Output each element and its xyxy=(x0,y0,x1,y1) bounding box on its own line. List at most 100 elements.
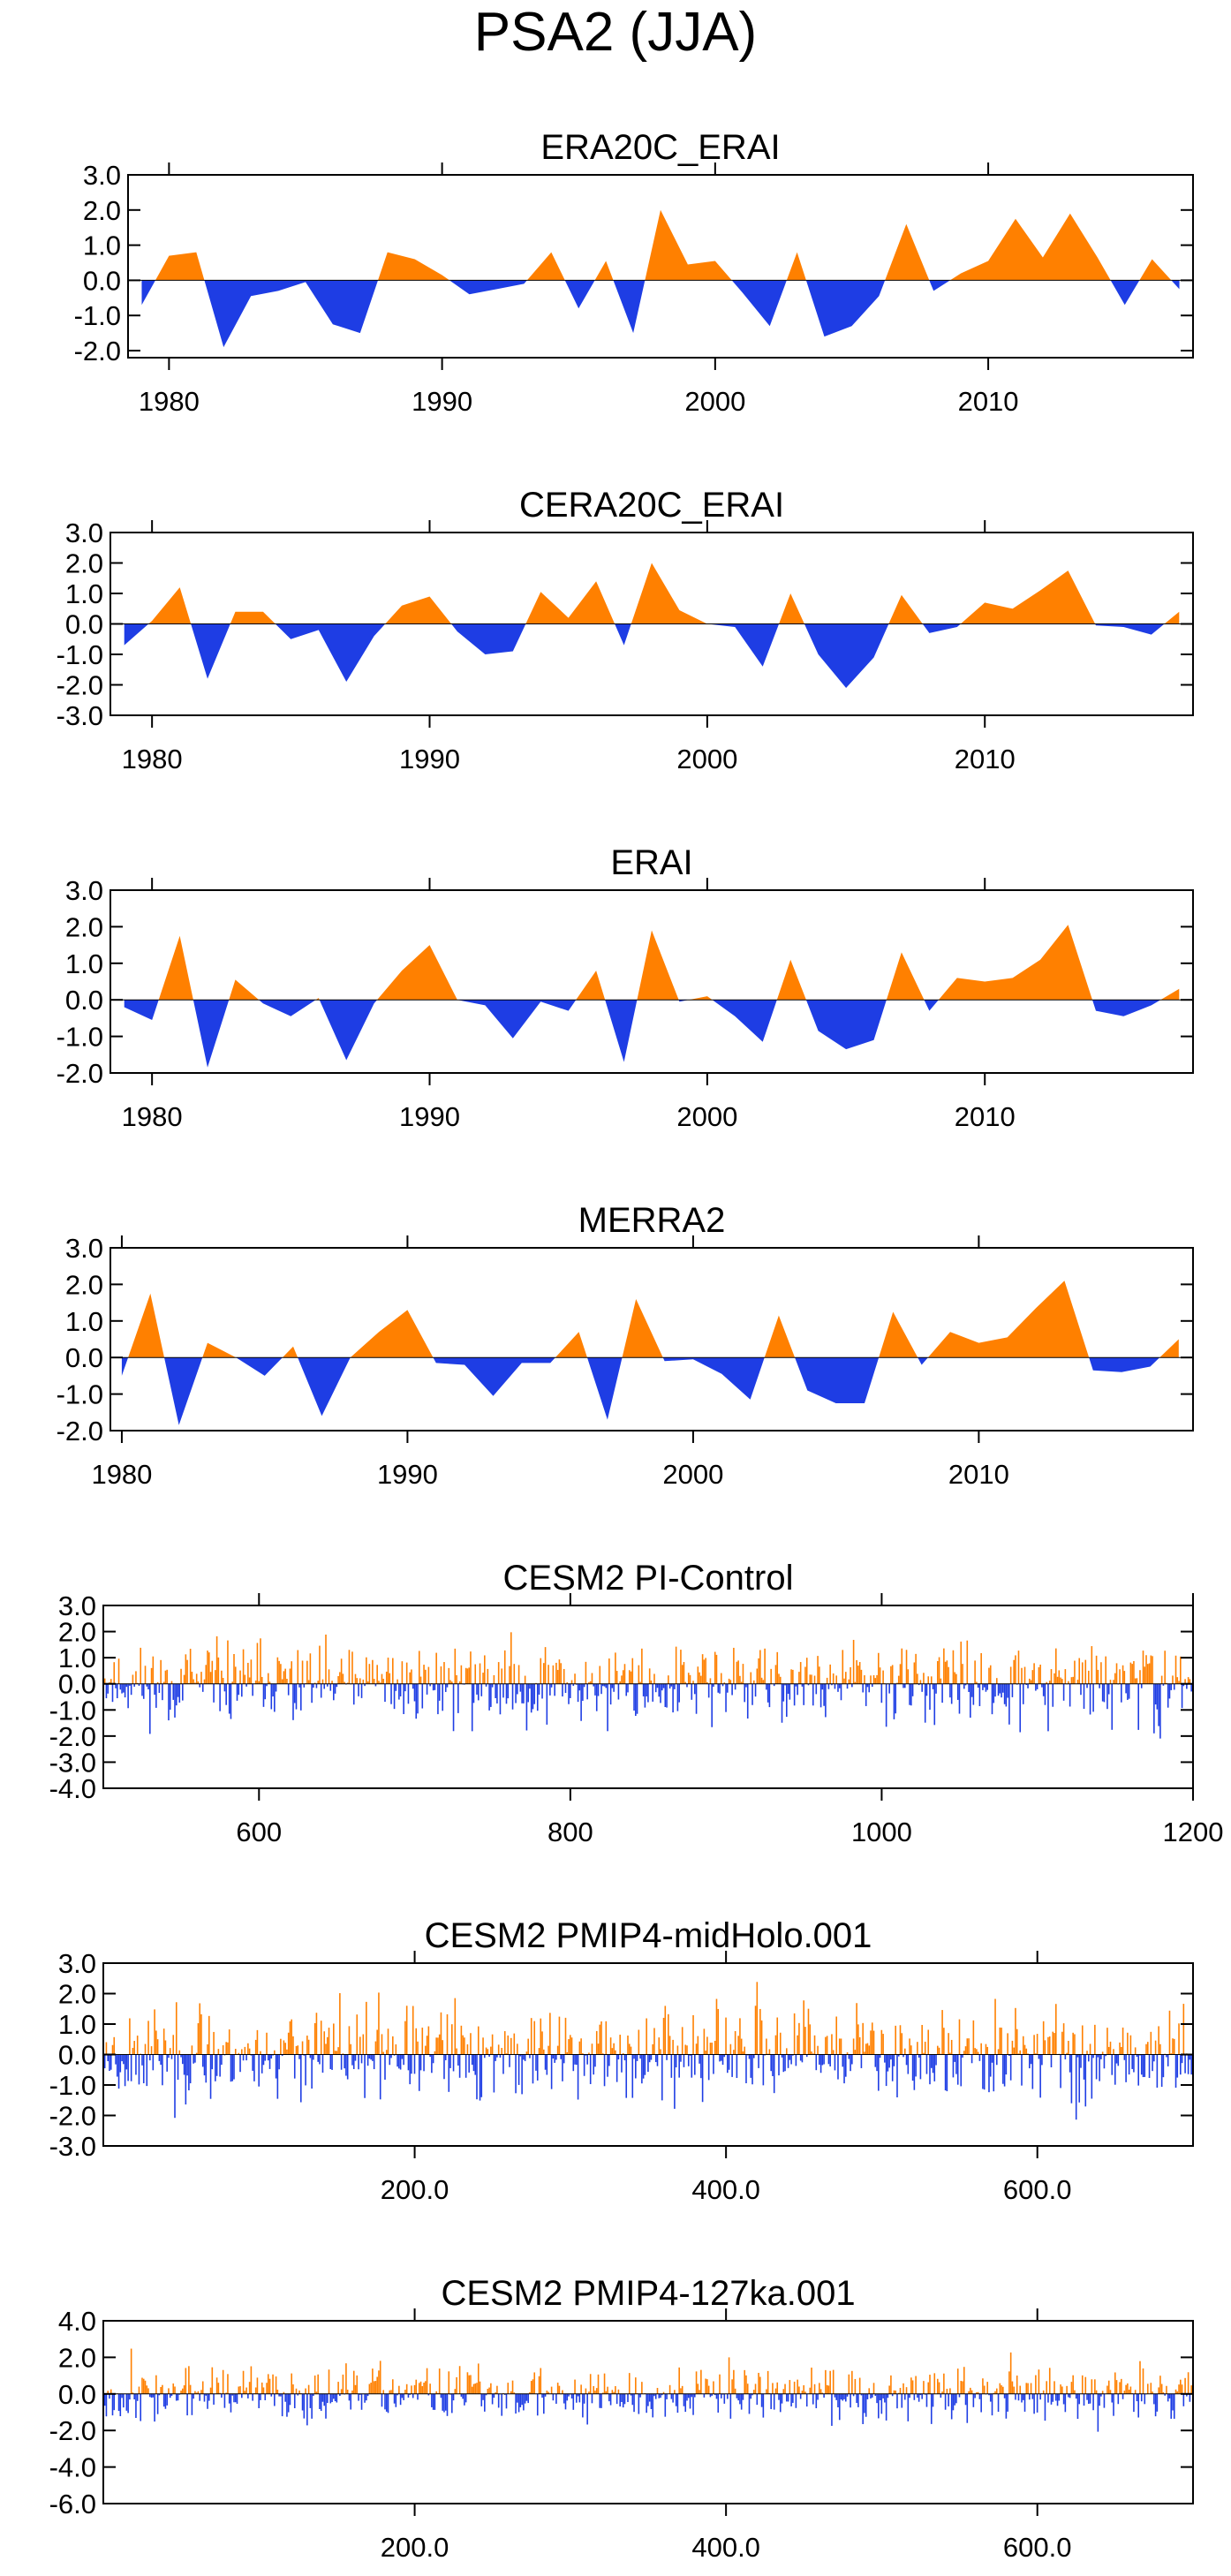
bar xyxy=(980,2043,982,2055)
bar xyxy=(773,1683,775,1687)
bar xyxy=(432,2393,434,2410)
bar xyxy=(580,2038,582,2055)
bar xyxy=(933,1683,936,1726)
bar xyxy=(746,1683,749,1719)
bar xyxy=(320,2021,322,2055)
bar xyxy=(448,2054,450,2092)
bar xyxy=(578,2041,581,2055)
bar xyxy=(392,2036,394,2055)
bar xyxy=(558,2016,561,2055)
bar xyxy=(466,1668,469,1684)
bar xyxy=(523,2054,525,2060)
bar xyxy=(668,2384,671,2394)
bar xyxy=(203,1679,206,1684)
bar xyxy=(1005,2054,1008,2075)
bar xyxy=(613,1683,615,1692)
bar xyxy=(105,2393,108,2417)
bar xyxy=(715,1654,718,1684)
bar xyxy=(1003,2393,1006,2398)
bar xyxy=(1005,2393,1008,2419)
bar xyxy=(774,2035,777,2055)
bar xyxy=(999,1683,1001,1694)
bar xyxy=(848,2374,850,2394)
bar xyxy=(725,2017,727,2055)
bar xyxy=(804,1666,806,1684)
bar xyxy=(524,1675,526,1684)
bar xyxy=(132,2392,134,2394)
bar xyxy=(462,2393,464,2399)
bar xyxy=(1142,2054,1144,2078)
bar xyxy=(962,2381,963,2394)
bar xyxy=(1069,2054,1071,2073)
bar xyxy=(1187,1677,1189,1684)
bar xyxy=(1119,2382,1121,2394)
bar xyxy=(432,1683,434,1691)
bar xyxy=(511,2380,514,2394)
bar xyxy=(270,2054,273,2059)
bar xyxy=(843,1678,845,1684)
bar xyxy=(941,1683,943,1703)
bar xyxy=(913,2054,916,2090)
bar xyxy=(227,1640,229,1684)
chart-title: CERA20C_ERAI xyxy=(519,486,784,525)
chart-title: CESM2 PMIP4-127ka.001 xyxy=(441,2274,855,2313)
bar xyxy=(968,2391,970,2394)
bar xyxy=(734,2388,736,2394)
bar xyxy=(766,2389,767,2394)
bar xyxy=(293,2393,296,2409)
bar xyxy=(340,1658,343,1684)
bar xyxy=(930,2054,933,2068)
y-tick-label: 4.0 xyxy=(58,2306,96,2337)
bar xyxy=(1142,2368,1144,2394)
bar xyxy=(326,1683,329,1687)
bar xyxy=(1152,1656,1153,1684)
bar xyxy=(141,2377,143,2394)
bar xyxy=(617,2054,620,2060)
bar xyxy=(774,2388,777,2394)
bar xyxy=(233,2054,235,2080)
bar xyxy=(155,2030,157,2055)
bar xyxy=(189,2054,192,2084)
bar xyxy=(899,2387,902,2394)
bar xyxy=(1180,1656,1182,1684)
bar xyxy=(399,2393,402,2406)
bar xyxy=(175,2002,177,2055)
bar xyxy=(149,2054,151,2061)
bar xyxy=(180,2391,182,2394)
bar xyxy=(275,2054,277,2079)
bar xyxy=(854,1681,857,1684)
bar xyxy=(564,2393,567,2410)
bar xyxy=(752,1680,755,1684)
bar xyxy=(315,2391,318,2394)
bar xyxy=(496,2054,498,2058)
bar xyxy=(736,2393,738,2398)
bar xyxy=(193,2393,194,2399)
bar xyxy=(1064,1669,1067,1684)
bar xyxy=(786,2048,788,2055)
bar xyxy=(393,2393,396,2404)
bar xyxy=(958,1683,961,1714)
bar xyxy=(1097,1669,1099,1684)
bar xyxy=(703,2393,706,2398)
bar xyxy=(1145,1655,1147,1684)
bar xyxy=(625,1683,628,1696)
bar xyxy=(1182,2004,1185,2055)
bar xyxy=(767,1683,769,1703)
bar xyxy=(333,2023,335,2055)
bar xyxy=(496,2385,498,2394)
bar xyxy=(401,1661,404,1684)
bar xyxy=(368,2054,371,2059)
bar xyxy=(480,2393,483,2406)
bar xyxy=(182,2388,184,2394)
bar xyxy=(1190,1683,1192,1692)
bar xyxy=(454,1998,457,2055)
bar xyxy=(446,2393,449,2416)
bar xyxy=(1127,1683,1129,1700)
bar xyxy=(283,2040,285,2055)
bar xyxy=(183,2054,185,2075)
bar xyxy=(903,2393,906,2400)
bar xyxy=(384,1683,386,1703)
bar xyxy=(395,2044,397,2055)
bar xyxy=(1058,1670,1061,1684)
bar xyxy=(227,2374,229,2394)
